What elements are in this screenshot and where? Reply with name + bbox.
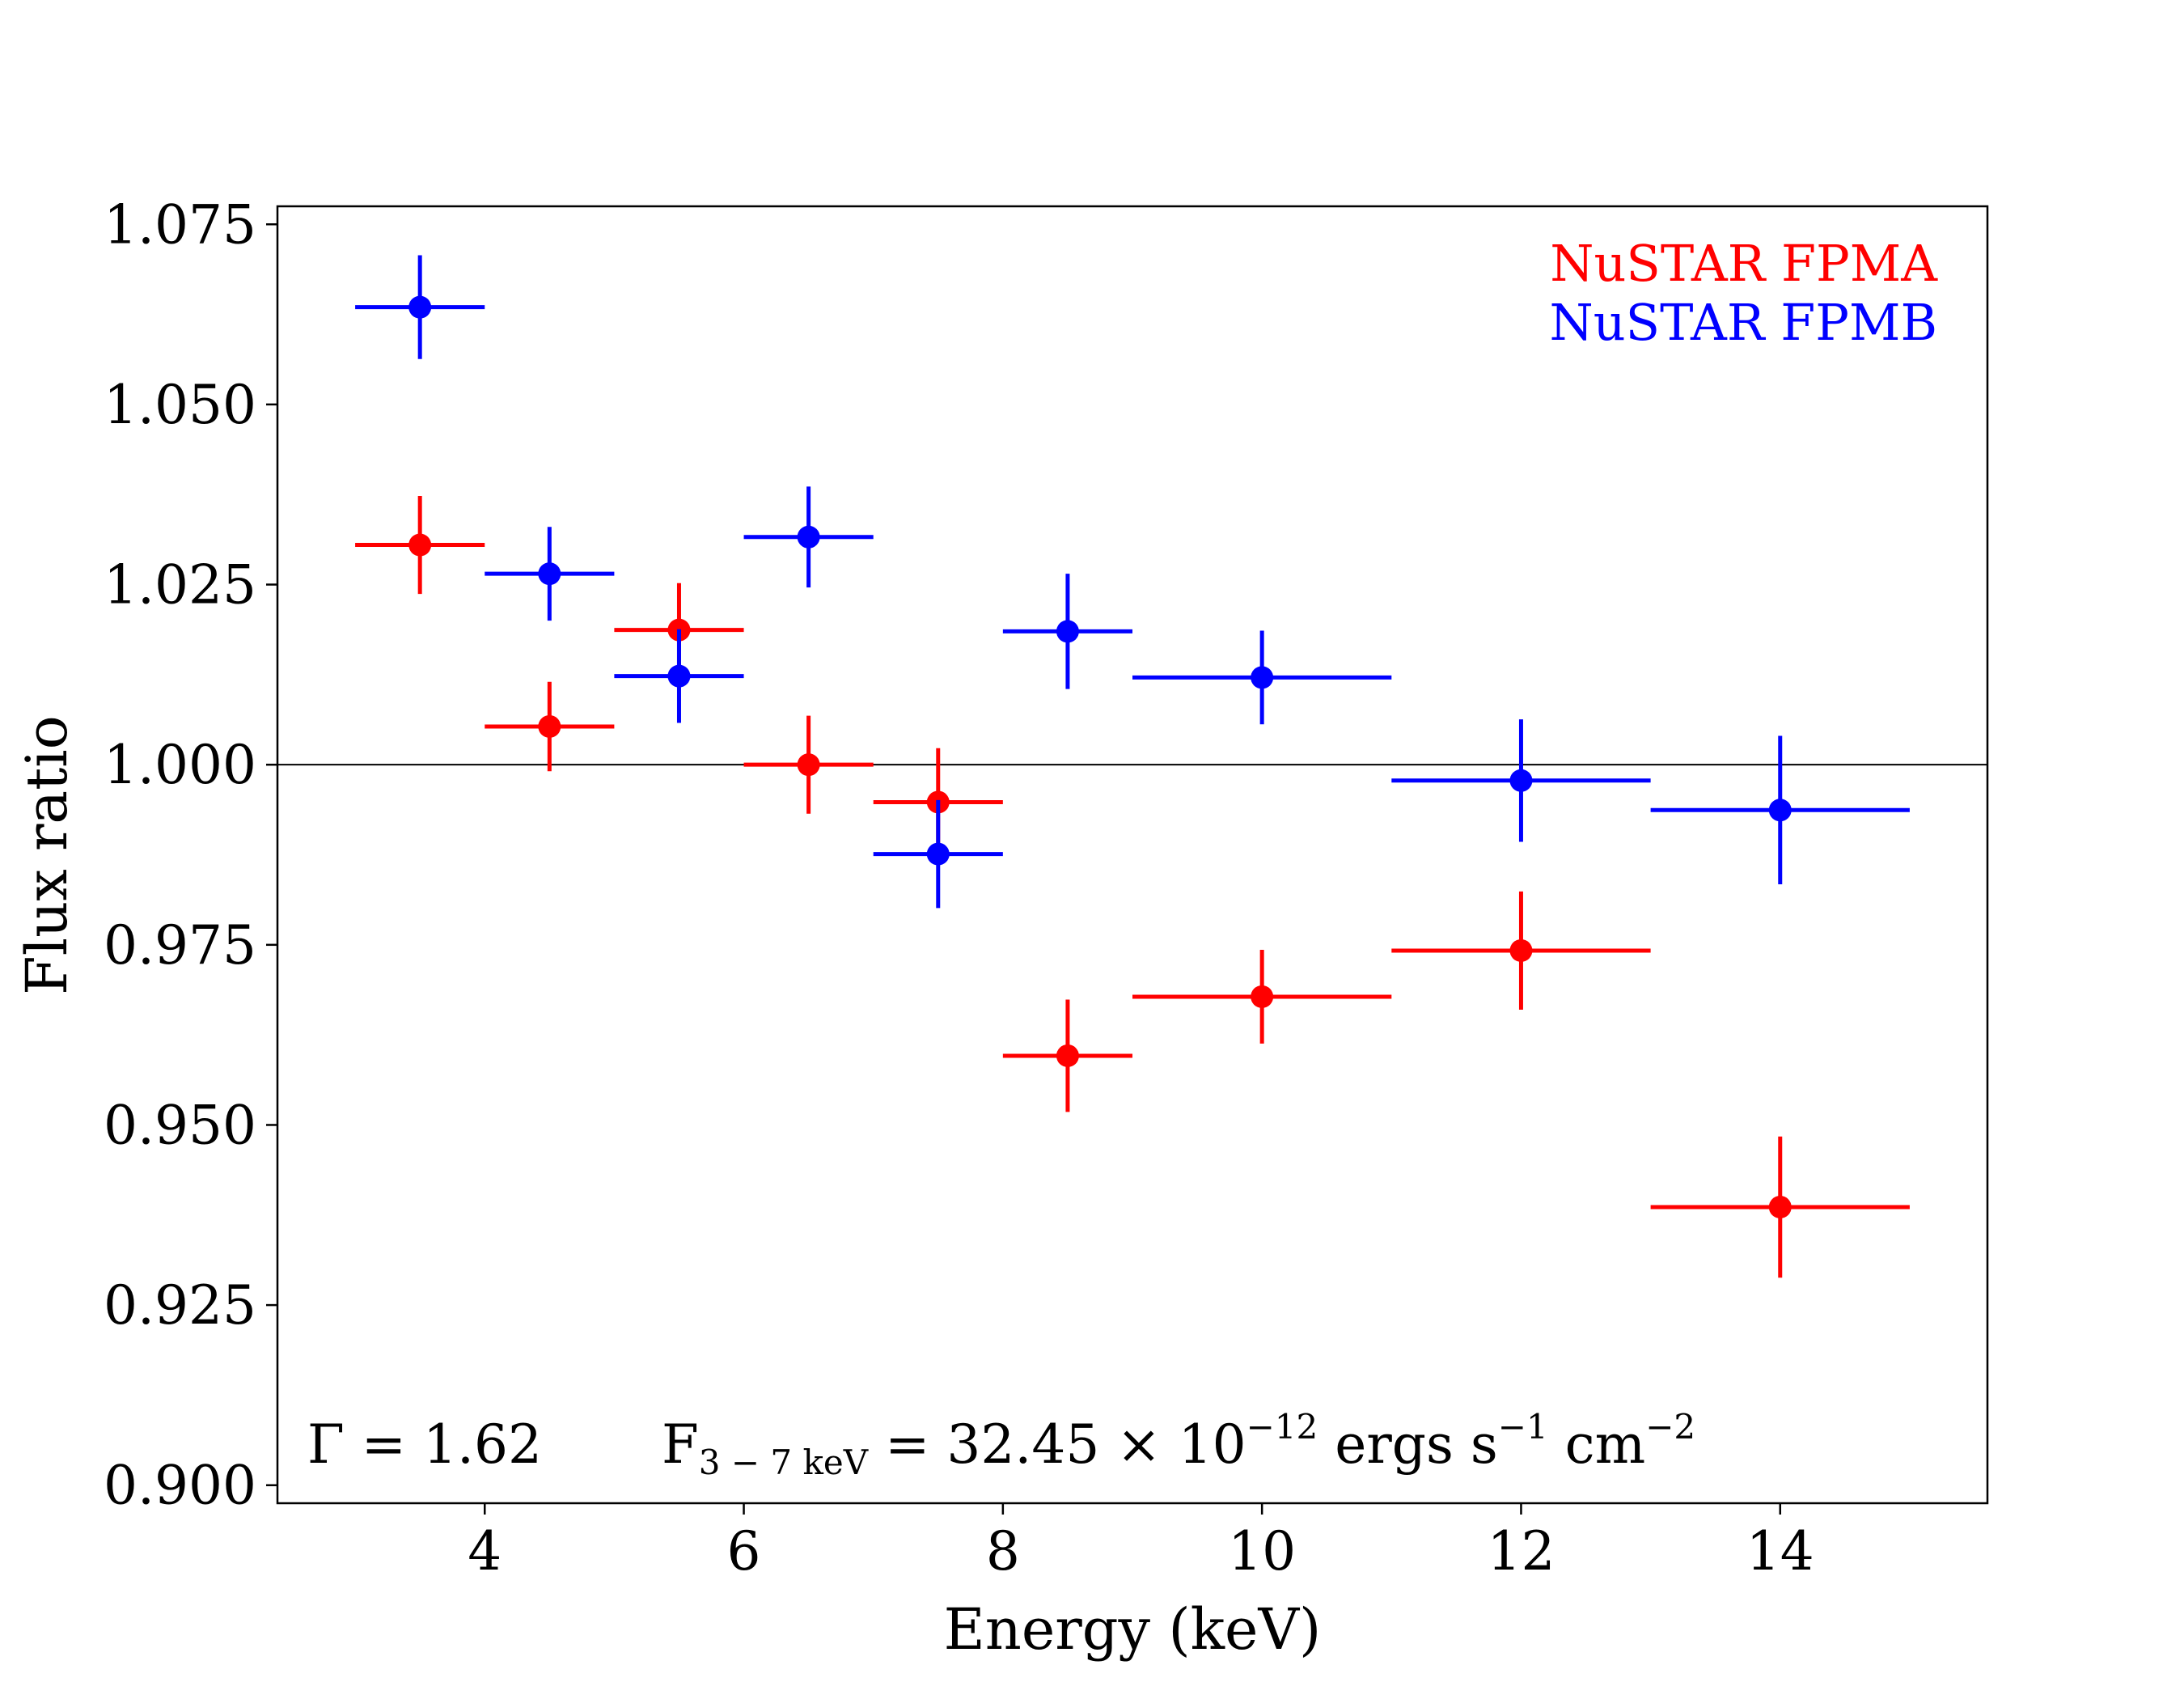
- data-point: [1768, 1195, 1792, 1218]
- series-fpmb: [355, 255, 1910, 909]
- flux-subscript: 3 − 7 keV: [699, 1443, 869, 1482]
- data-point: [797, 753, 820, 777]
- y-tick-label-1.050: 1.050: [104, 374, 256, 436]
- gamma-annotation: Γ = 1.62: [307, 1413, 542, 1476]
- y-tick-label-0.900: 0.900: [104, 1455, 256, 1517]
- series-fpma: [355, 496, 1910, 1278]
- y-tick-label-1.075: 1.075: [104, 193, 256, 256]
- plot-frame: [276, 205, 1989, 1505]
- flux-units-b-exponent: −2: [1645, 1407, 1695, 1447]
- x-axis-label: Energy (keV): [944, 1596, 1322, 1663]
- series-layer: [355, 255, 1910, 1278]
- x-tick-label-6: 6: [727, 1520, 761, 1582]
- flux-units-a: ergs s: [1318, 1413, 1498, 1476]
- data-point: [1251, 666, 1274, 689]
- data-point: [1056, 1044, 1079, 1067]
- flux-units-b: cm: [1548, 1413, 1646, 1476]
- data-point: [926, 842, 950, 866]
- flux-prefix: F: [662, 1413, 699, 1476]
- data-point: [1056, 620, 1079, 643]
- data-point: [408, 295, 432, 319]
- y-tick-label-0.975: 0.975: [104, 914, 256, 977]
- y-tick-label-1.025: 1.025: [104, 554, 256, 616]
- flux-value: = 32.45 × 10: [868, 1413, 1246, 1476]
- x-tick-label-14: 14: [1746, 1520, 1814, 1582]
- data-point: [1509, 769, 1533, 792]
- data-point: [538, 714, 561, 738]
- data-point: [797, 525, 820, 549]
- data-point: [667, 664, 691, 688]
- y-axis-label: Flux ratio: [14, 715, 80, 995]
- ticks-layer: 4 6 8 10 12 14 0.900 0.925 0.950 0.975 1.000 1.025 1…: [104, 193, 1814, 1582]
- legend-entry-fpmb: NuSTAR FPMB: [1549, 293, 1937, 352]
- y-tick-label-0.950: 0.950: [104, 1094, 256, 1156]
- flux-units-a-exponent: −1: [1498, 1407, 1548, 1447]
- y-tick-label-0.925: 0.925: [104, 1274, 256, 1337]
- legend: NuSTAR FPMA NuSTAR FPMB: [1549, 234, 1938, 352]
- x-tick-label-10: 10: [1228, 1520, 1296, 1582]
- y-tick-label-1.000: 1.000: [104, 734, 256, 796]
- x-tick-label-4: 4: [468, 1520, 502, 1582]
- flux-annotation: F3 − 7 keV = 32.45 × 10−12 ergs s−1 cm−2: [662, 1407, 1695, 1482]
- x-tick-label-8: 8: [986, 1520, 1020, 1582]
- data-point: [1509, 938, 1533, 962]
- flux-exponent: −12: [1246, 1407, 1318, 1447]
- legend-entry-fpma: NuSTAR FPMA: [1550, 234, 1938, 293]
- data-point: [538, 562, 561, 586]
- data-point: [1251, 985, 1274, 1008]
- x-tick-label-12: 12: [1487, 1520, 1555, 1582]
- data-point: [408, 533, 432, 557]
- data-point: [1768, 799, 1792, 822]
